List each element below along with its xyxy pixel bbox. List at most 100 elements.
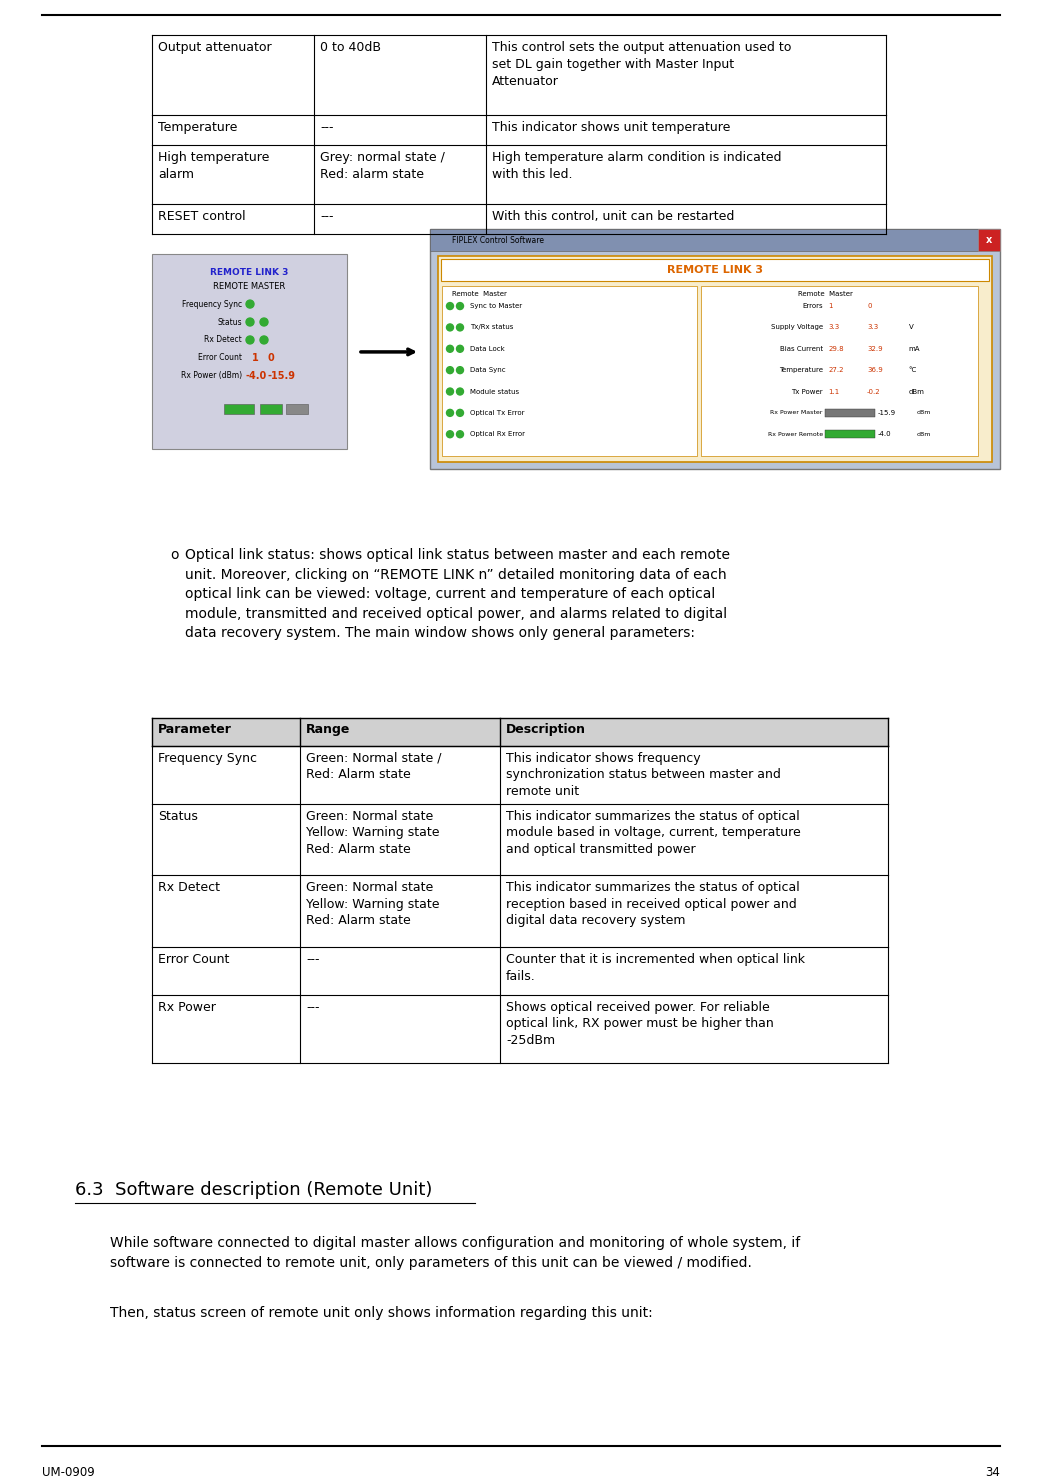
Text: Rx Power: Rx Power (158, 1001, 216, 1014)
Text: mA: mA (909, 345, 920, 352)
Circle shape (456, 345, 464, 352)
Text: 32.9: 32.9 (867, 345, 883, 352)
Text: 0 to 40dB: 0 to 40dB (320, 41, 381, 53)
Text: 6.3  Software description (Remote Unit): 6.3 Software description (Remote Unit) (75, 1182, 432, 1200)
Bar (442, 286, 697, 456)
Text: Remote  Master: Remote Master (798, 292, 852, 298)
Text: Frequency Sync: Frequency Sync (158, 752, 257, 764)
Text: 29.8: 29.8 (828, 345, 844, 352)
Text: Module status: Module status (470, 388, 519, 394)
Bar (978, 230, 1000, 252)
Text: Rx Detect: Rx Detect (204, 336, 242, 345)
Text: Tx Power: Tx Power (791, 388, 823, 394)
Bar (701, 286, 977, 456)
Bar (260, 404, 282, 413)
Text: Green: Normal state
Yellow: Warning state
Red: Alarm state: Green: Normal state Yellow: Warning stat… (306, 881, 440, 927)
Bar (430, 230, 1000, 468)
Text: With this control, unit can be restarted: With this control, unit can be restarted (492, 210, 735, 224)
Text: Parameter: Parameter (158, 723, 232, 736)
Circle shape (456, 302, 464, 310)
Text: Bias Current: Bias Current (779, 345, 823, 352)
Bar (438, 256, 992, 462)
Circle shape (447, 367, 453, 373)
Text: 1.1: 1.1 (828, 388, 840, 394)
Text: Optical Rx Error: Optical Rx Error (470, 431, 525, 437)
Text: -0.2: -0.2 (867, 388, 880, 394)
Bar (430, 230, 1000, 252)
Text: High temperature
alarm: High temperature alarm (158, 151, 270, 181)
Circle shape (456, 388, 464, 395)
Text: Data Sync: Data Sync (470, 367, 505, 373)
Bar (825, 409, 875, 416)
Text: RESET control: RESET control (158, 210, 246, 224)
Circle shape (456, 409, 464, 416)
Text: REMOTE LINK 3: REMOTE LINK 3 (210, 268, 289, 277)
Text: 3.3: 3.3 (828, 324, 840, 330)
Text: This control sets the output attenuation used to
set DL gain together with Maste: This control sets the output attenuation… (492, 41, 791, 87)
Circle shape (447, 409, 453, 416)
Text: -15.9: -15.9 (878, 410, 896, 416)
Text: Status: Status (218, 317, 242, 326)
Text: This indicator summarizes the status of optical
reception based in received opti: This indicator summarizes the status of … (506, 881, 800, 927)
Text: 36.9: 36.9 (867, 367, 883, 373)
Text: Errors: Errors (802, 304, 823, 310)
Text: Output attenuator: Output attenuator (158, 41, 272, 53)
Text: ---: --- (320, 120, 333, 133)
Text: Rx Power Remote: Rx Power Remote (768, 432, 823, 437)
Text: FIPLEX Control Software: FIPLEX Control Software (452, 235, 544, 244)
Bar (441, 259, 989, 281)
Text: Data Lock: Data Lock (470, 345, 504, 352)
Circle shape (456, 324, 464, 330)
Text: -4.0: -4.0 (878, 431, 892, 437)
Text: Optical link status: shows optical link status between master and each remote
un: Optical link status: shows optical link … (185, 548, 730, 640)
Bar (152, 255, 347, 449)
Bar (286, 404, 308, 413)
Circle shape (447, 345, 453, 352)
Text: ---: --- (306, 954, 320, 966)
Text: ---: --- (306, 1001, 320, 1014)
Text: Optical Tx Error: Optical Tx Error (470, 410, 524, 416)
Text: REMOTE LINK 3: REMOTE LINK 3 (667, 265, 763, 275)
Text: While software connected to digital master allows configuration and monitoring o: While software connected to digital mast… (110, 1237, 800, 1269)
Text: -15.9: -15.9 (268, 370, 296, 381)
Text: Grey: normal state /
Red: alarm state: Grey: normal state / Red: alarm state (320, 151, 445, 181)
Text: Shows optical received power. For reliable
optical link, RX power must be higher: Shows optical received power. For reliab… (506, 1001, 774, 1047)
Circle shape (260, 318, 268, 326)
Text: V: V (909, 324, 914, 330)
Text: Error Count: Error Count (158, 954, 229, 966)
Circle shape (246, 318, 254, 326)
Circle shape (456, 431, 464, 438)
Circle shape (447, 302, 453, 310)
Text: This indicator summarizes the status of optical
module based in voltage, current: This indicator summarizes the status of … (506, 810, 800, 856)
Text: Status: Status (158, 810, 198, 822)
Text: ---: --- (320, 210, 333, 224)
Circle shape (447, 324, 453, 330)
Circle shape (456, 367, 464, 373)
Text: 3.3: 3.3 (867, 324, 878, 330)
Text: -4.0: -4.0 (246, 370, 267, 381)
Text: Green: Normal state /
Red: Alarm state: Green: Normal state / Red: Alarm state (306, 752, 442, 780)
Circle shape (246, 336, 254, 344)
Circle shape (447, 431, 453, 438)
Circle shape (260, 336, 268, 344)
Text: Then, status screen of remote unit only shows information regarding this unit:: Then, status screen of remote unit only … (110, 1306, 652, 1320)
Text: 0: 0 (867, 304, 871, 310)
Text: dBm: dBm (909, 388, 924, 394)
Text: °C: °C (909, 367, 917, 373)
Text: x: x (986, 235, 992, 246)
Text: Rx Detect: Rx Detect (158, 881, 220, 895)
Text: o: o (170, 548, 178, 563)
Bar (152, 718, 888, 746)
Text: Error Count: Error Count (198, 354, 242, 363)
Text: Supply Voltage: Supply Voltage (771, 324, 823, 330)
Text: Remote  Master: Remote Master (452, 292, 506, 298)
Text: This indicator shows unit temperature: This indicator shows unit temperature (492, 120, 730, 133)
Text: dBm: dBm (917, 432, 932, 437)
Circle shape (246, 301, 254, 308)
Text: Description: Description (506, 723, 586, 736)
Text: Rx Power (dBm): Rx Power (dBm) (181, 372, 242, 381)
Text: Frequency Sync: Frequency Sync (182, 299, 242, 308)
Text: Temperature: Temperature (778, 367, 823, 373)
Text: 1: 1 (828, 304, 833, 310)
Bar (825, 431, 875, 438)
